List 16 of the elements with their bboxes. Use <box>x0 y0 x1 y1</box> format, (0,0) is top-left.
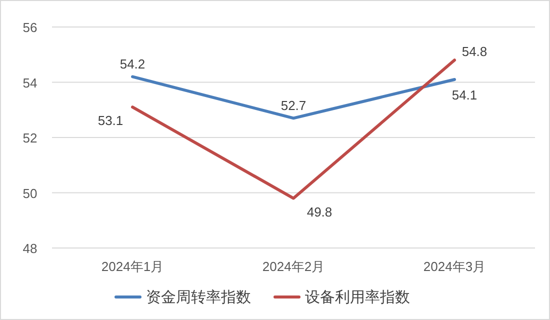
y-tick-label: 48 <box>22 241 38 256</box>
x-tick-label: 2024年2月 <box>262 259 325 274</box>
y-tick-label: 54 <box>22 75 38 90</box>
x-tick-label: 2024年3月 <box>423 259 486 274</box>
x-tick-label: 2024年1月 <box>101 259 164 274</box>
y-tick-label: 52 <box>22 130 38 146</box>
legend-label: 设备利用率指数 <box>305 289 410 306</box>
y-tick-label: 56 <box>22 20 38 35</box>
legend-label: 资金周转率指数 <box>146 289 251 306</box>
data-label: 49.8 <box>306 204 332 220</box>
data-label: 54.1 <box>452 87 478 102</box>
y-tick-label: 50 <box>22 186 38 201</box>
data-label: 54.2 <box>120 56 146 72</box>
data-label: 52.7 <box>280 98 306 114</box>
data-label: 53.1 <box>98 113 124 128</box>
data-label: 54.8 <box>462 44 488 60</box>
